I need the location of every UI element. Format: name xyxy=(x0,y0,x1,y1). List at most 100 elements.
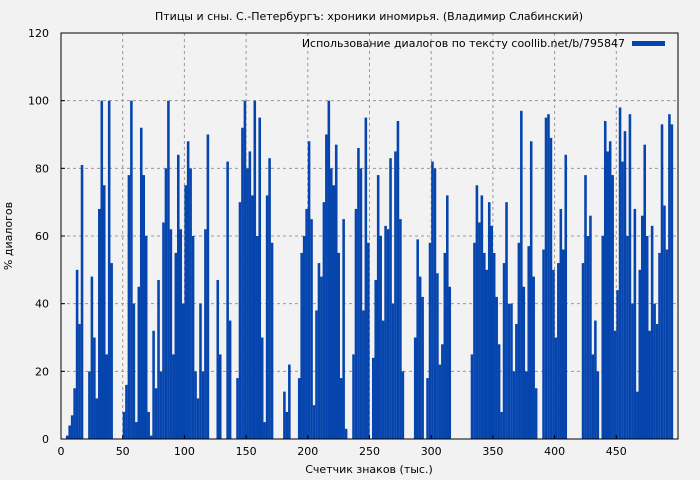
bar xyxy=(147,411,150,439)
bar xyxy=(98,208,101,439)
bar xyxy=(186,141,190,439)
bar xyxy=(199,303,202,439)
bar xyxy=(159,371,163,439)
x-axis-label: Счетчик знаков (тыс.) xyxy=(305,463,433,476)
bar xyxy=(359,168,363,440)
bar xyxy=(135,422,138,439)
bar xyxy=(416,239,419,439)
bar xyxy=(142,175,146,439)
bar xyxy=(532,276,535,439)
bar xyxy=(144,236,148,439)
bar xyxy=(334,144,338,439)
bar xyxy=(181,303,185,439)
bar xyxy=(374,279,378,439)
bar xyxy=(354,208,358,439)
bar xyxy=(364,117,368,439)
x-tick-label: 300 xyxy=(421,445,442,458)
bar xyxy=(174,252,178,439)
bar xyxy=(490,225,493,439)
bar xyxy=(241,127,244,439)
bar xyxy=(226,161,229,440)
bar xyxy=(179,229,183,439)
bar xyxy=(643,144,647,439)
bar xyxy=(441,344,444,439)
bar xyxy=(608,141,612,439)
bar xyxy=(251,195,254,439)
bar xyxy=(396,120,400,439)
bar xyxy=(527,246,531,439)
bar xyxy=(665,249,669,439)
bar xyxy=(322,202,326,439)
bar xyxy=(302,236,306,439)
bar xyxy=(263,422,266,439)
bar xyxy=(107,100,111,440)
bar xyxy=(623,131,627,439)
bar xyxy=(645,236,649,439)
bar xyxy=(433,168,437,440)
bar xyxy=(367,242,370,439)
x-tick-label: 350 xyxy=(482,445,503,458)
bar xyxy=(283,391,286,439)
bar xyxy=(640,215,644,439)
bar xyxy=(670,124,674,439)
bar xyxy=(305,208,308,439)
bar xyxy=(243,100,247,440)
bar xyxy=(204,229,207,439)
bar xyxy=(154,388,158,439)
bar xyxy=(500,411,503,439)
bar xyxy=(399,219,402,439)
y-tick-label: 60 xyxy=(35,230,49,243)
bar xyxy=(421,296,424,439)
bar xyxy=(616,290,619,439)
bar xyxy=(325,134,328,439)
bar xyxy=(248,151,252,439)
bar xyxy=(495,296,498,439)
bar xyxy=(65,435,69,439)
bar xyxy=(446,195,449,439)
bar xyxy=(606,151,609,439)
bar xyxy=(621,161,624,440)
bar xyxy=(502,263,506,439)
bar xyxy=(436,273,439,439)
bar xyxy=(611,175,614,439)
bar xyxy=(618,107,622,439)
bar xyxy=(337,252,340,439)
bar xyxy=(384,225,387,439)
bar xyxy=(478,222,481,439)
x-tick-label: 0 xyxy=(58,445,65,458)
bar xyxy=(167,100,170,440)
bar xyxy=(288,364,291,439)
bar xyxy=(658,252,661,439)
bar xyxy=(660,124,664,439)
bar xyxy=(164,168,168,440)
bar xyxy=(497,344,501,439)
bar xyxy=(529,141,533,439)
bar xyxy=(162,222,165,439)
bar xyxy=(110,263,113,439)
bar xyxy=(413,337,417,439)
bar xyxy=(100,100,104,440)
bar xyxy=(426,378,429,439)
bar xyxy=(184,185,187,439)
x-tick-label: 50 xyxy=(116,445,130,458)
bar xyxy=(648,330,651,439)
bar xyxy=(206,134,210,439)
bar xyxy=(438,364,442,439)
bar xyxy=(554,337,558,439)
bar xyxy=(594,320,597,439)
bar xyxy=(238,202,242,439)
bar xyxy=(586,236,590,439)
bar xyxy=(401,371,405,439)
bar xyxy=(379,236,382,439)
bar xyxy=(307,141,311,439)
bar xyxy=(260,337,264,439)
bar xyxy=(475,185,479,439)
bar xyxy=(201,371,205,439)
bar xyxy=(73,388,76,439)
bar xyxy=(102,185,106,439)
bar xyxy=(596,371,600,439)
bar xyxy=(75,269,79,439)
bar xyxy=(88,371,91,439)
bar xyxy=(80,164,84,439)
